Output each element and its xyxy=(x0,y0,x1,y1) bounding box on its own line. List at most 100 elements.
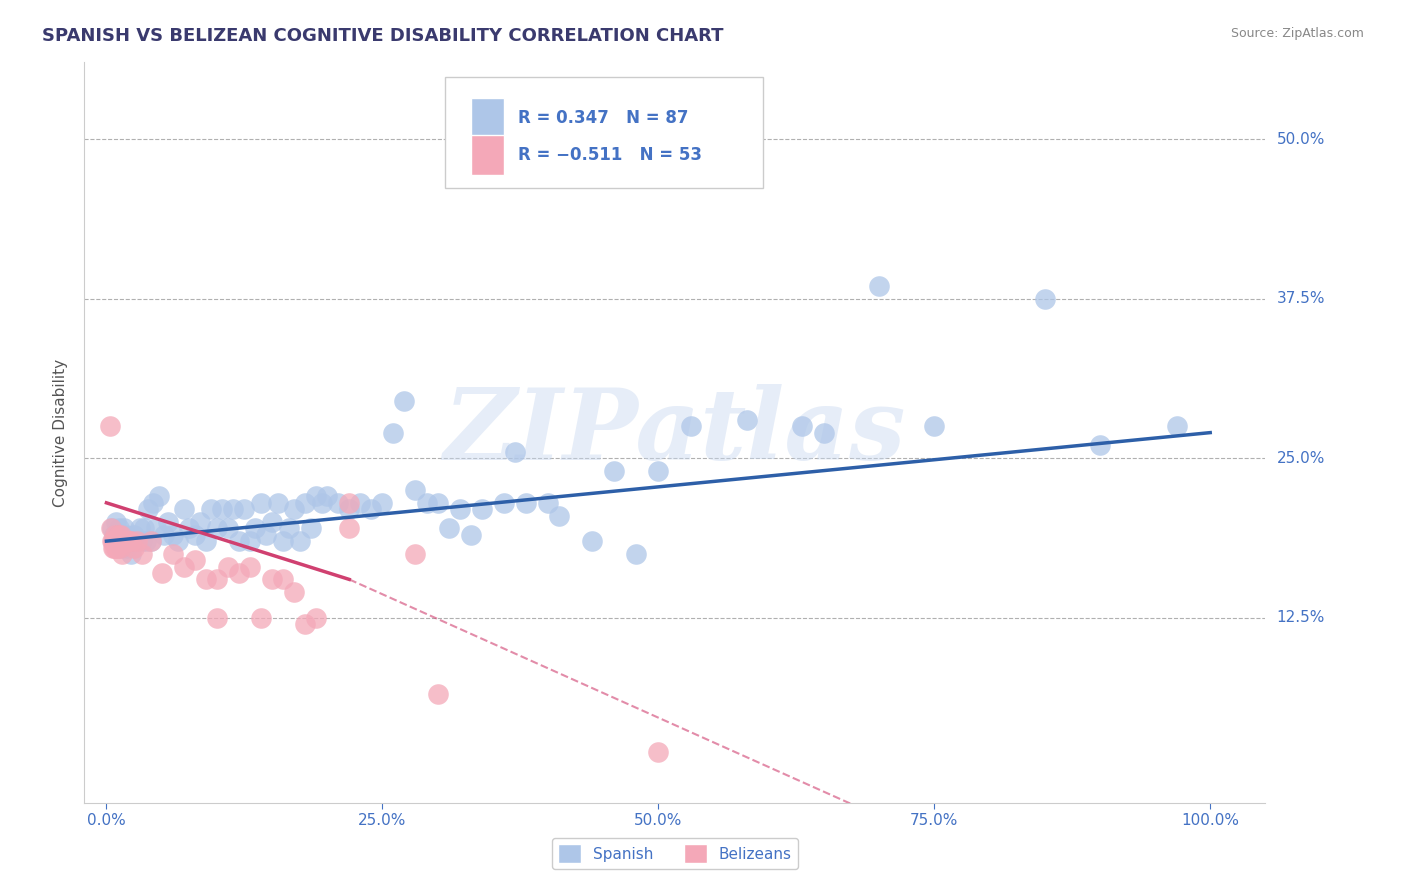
Point xyxy=(117,534,139,549)
Point xyxy=(205,573,228,587)
Point xyxy=(382,425,405,440)
Point xyxy=(471,502,494,516)
Point xyxy=(101,521,124,535)
Point xyxy=(184,553,207,567)
Point xyxy=(200,502,222,516)
Point xyxy=(288,534,311,549)
Point xyxy=(128,521,150,535)
Point xyxy=(104,527,127,541)
Point xyxy=(194,534,217,549)
Point xyxy=(131,547,153,561)
Text: ZIPatlas: ZIPatlas xyxy=(444,384,905,481)
Point xyxy=(117,534,139,549)
Point xyxy=(173,502,195,516)
Point xyxy=(120,547,142,561)
Point xyxy=(250,611,273,625)
Point xyxy=(111,534,134,549)
Point xyxy=(205,611,228,625)
Point xyxy=(103,527,125,541)
Point xyxy=(503,444,526,458)
Point xyxy=(188,515,211,529)
Point xyxy=(735,413,758,427)
Point xyxy=(135,534,157,549)
Point xyxy=(239,559,262,574)
Point xyxy=(107,534,129,549)
Point xyxy=(283,502,305,516)
Point xyxy=(120,534,142,549)
Point xyxy=(205,521,228,535)
Point xyxy=(405,547,427,561)
Point xyxy=(98,419,121,434)
Point xyxy=(647,464,669,478)
Point xyxy=(548,508,571,523)
Point xyxy=(228,566,250,580)
Point xyxy=(271,534,294,549)
Point xyxy=(283,585,305,599)
Point xyxy=(868,278,890,293)
Point xyxy=(217,521,239,535)
Point xyxy=(603,464,626,478)
Point xyxy=(125,534,148,549)
Point xyxy=(194,573,217,587)
Point xyxy=(112,534,135,549)
Point xyxy=(103,534,125,549)
Text: R = 0.347   N = 87: R = 0.347 N = 87 xyxy=(517,109,689,127)
Point xyxy=(145,521,167,535)
Point xyxy=(107,527,129,541)
Point xyxy=(337,521,360,535)
Point xyxy=(1088,438,1111,452)
Point xyxy=(107,534,129,549)
FancyBboxPatch shape xyxy=(471,135,503,176)
Point xyxy=(142,496,165,510)
Point xyxy=(115,527,138,541)
Point xyxy=(117,541,139,555)
Point xyxy=(790,419,813,434)
Point xyxy=(118,534,141,549)
Point xyxy=(100,521,122,535)
Point xyxy=(449,502,471,516)
Point xyxy=(139,534,162,549)
Point xyxy=(162,527,184,541)
Point xyxy=(415,496,437,510)
Point xyxy=(239,534,262,549)
Point xyxy=(337,496,360,510)
Point xyxy=(360,502,382,516)
Point xyxy=(426,687,449,701)
Y-axis label: Cognitive Disability: Cognitive Disability xyxy=(53,359,69,507)
Point xyxy=(107,527,129,541)
Point xyxy=(260,515,283,529)
Point xyxy=(316,490,339,504)
Point xyxy=(260,573,283,587)
Point xyxy=(328,496,350,510)
Point xyxy=(460,527,482,541)
Point xyxy=(110,527,132,541)
Text: 50.0%: 50.0% xyxy=(1277,131,1324,146)
Point xyxy=(105,534,128,549)
Text: 25.0%: 25.0% xyxy=(1277,450,1324,466)
Point xyxy=(305,490,328,504)
Point xyxy=(266,496,288,510)
Text: R = −0.511   N = 53: R = −0.511 N = 53 xyxy=(517,146,702,164)
Point xyxy=(256,527,278,541)
Point xyxy=(108,534,131,549)
Point xyxy=(112,521,135,535)
Point xyxy=(131,534,153,549)
Point xyxy=(110,534,132,549)
Point xyxy=(103,541,125,555)
Point xyxy=(114,534,136,549)
Point xyxy=(222,502,245,516)
Point xyxy=(107,541,129,555)
Point xyxy=(217,559,239,574)
Point xyxy=(271,573,294,587)
Point xyxy=(110,541,132,555)
Text: 12.5%: 12.5% xyxy=(1277,610,1324,625)
Point xyxy=(437,521,460,535)
Point xyxy=(245,521,267,535)
Point xyxy=(405,483,427,497)
Point xyxy=(294,617,316,632)
Point xyxy=(311,496,333,510)
Point xyxy=(127,534,149,549)
FancyBboxPatch shape xyxy=(471,97,503,138)
Legend: Spanish, Belizeans: Spanish, Belizeans xyxy=(551,838,799,869)
Point xyxy=(138,502,160,516)
